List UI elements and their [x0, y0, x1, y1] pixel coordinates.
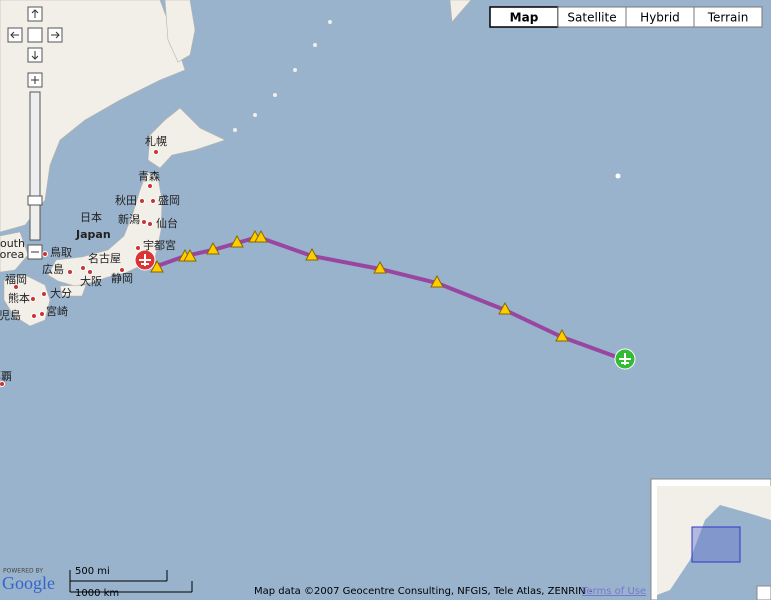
origin-icon — [139, 254, 151, 266]
place-dot — [153, 149, 159, 155]
place-dot — [147, 183, 153, 189]
waypoint[interactable] — [555, 328, 569, 342]
scale-miles: 500 mi — [75, 566, 110, 577]
destination-icon — [619, 353, 631, 365]
place-dot — [141, 219, 147, 225]
place-label: 青森 — [138, 169, 160, 183]
place-label: 仙台 — [156, 216, 178, 230]
place-label: 盛岡 — [158, 193, 180, 207]
place-dot — [147, 221, 153, 227]
place-label: 鳥取 — [50, 245, 72, 259]
scale-bar — [69, 570, 193, 593]
waypoint[interactable] — [430, 274, 444, 288]
country-label: South — [0, 237, 25, 250]
map-type-button[interactable] — [693, 6, 763, 28]
waypoint[interactable] — [206, 241, 220, 255]
waypoint[interactable] — [254, 229, 268, 243]
place-dot — [150, 198, 156, 204]
map-type-bar: Map Satellite Hybrid Terrain — [489, 6, 763, 28]
kuril-islands — [233, 20, 621, 179]
zoom-thumb[interactable] — [27, 195, 43, 206]
zoom-control — [7, 6, 63, 260]
map-type-label: Satellite — [567, 11, 616, 25]
waypoint[interactable] — [230, 234, 244, 248]
place-dot — [41, 291, 47, 297]
map-type-label: Hybrid — [640, 11, 680, 25]
place-label: 那覇 — [0, 370, 12, 383]
place-dot — [135, 245, 141, 251]
waypoint[interactable] — [305, 247, 319, 261]
place-label: 秋田 — [115, 193, 137, 207]
place-label: 鹿児島 — [0, 308, 21, 322]
attribution: Map data ©2007 Geocentre Consulting, NFG… — [254, 586, 593, 597]
zoom-slider[interactable] — [29, 91, 41, 241]
place-dot — [13, 284, 19, 290]
place-label: 大分 — [50, 286, 72, 300]
waypoint[interactable] — [183, 248, 197, 262]
place-dot — [30, 296, 36, 302]
place-label: 宇都宮 — [143, 238, 176, 252]
country-label: Japan — [75, 228, 111, 241]
place-dot — [67, 269, 73, 275]
waypoints — [150, 229, 569, 342]
land — [0, 0, 472, 327]
scale-km: 1000 km — [75, 588, 119, 599]
place-dot — [119, 267, 125, 273]
overview-map — [650, 478, 771, 600]
waypoint[interactable] — [498, 301, 512, 315]
google-logo[interactable]: Google — [2, 573, 55, 593]
place-dot — [139, 198, 145, 204]
place-label: 名古屋 — [88, 251, 121, 265]
waypoint[interactable] — [373, 260, 387, 274]
place-label: 福岡 — [5, 272, 27, 286]
place-label: 大阪 — [80, 274, 102, 288]
place-label: 新潟 — [118, 212, 140, 226]
country-label: 日本 — [80, 210, 102, 224]
map-type-label: Terrain — [707, 11, 749, 25]
map-type-label: Map — [510, 11, 539, 25]
place-label: 広島 — [42, 262, 64, 276]
place-label: 札幌 — [145, 134, 167, 148]
place-label: 宮崎 — [46, 304, 68, 318]
country-label: Korea — [0, 248, 24, 261]
waypoint[interactable] — [150, 259, 164, 273]
place-dot — [80, 265, 86, 271]
place-dot — [87, 269, 93, 275]
place-dot — [0, 381, 5, 387]
powered-by: POWERED BY — [3, 568, 43, 575]
place-dot — [31, 313, 37, 319]
place-label: 熊本 — [8, 291, 30, 305]
terms-link[interactable]: Terms of Use — [581, 586, 646, 597]
place-dot — [42, 251, 48, 257]
pan-center[interactable] — [27, 27, 43, 43]
place-label: 静岡 — [111, 271, 133, 285]
place-dot — [39, 311, 45, 317]
